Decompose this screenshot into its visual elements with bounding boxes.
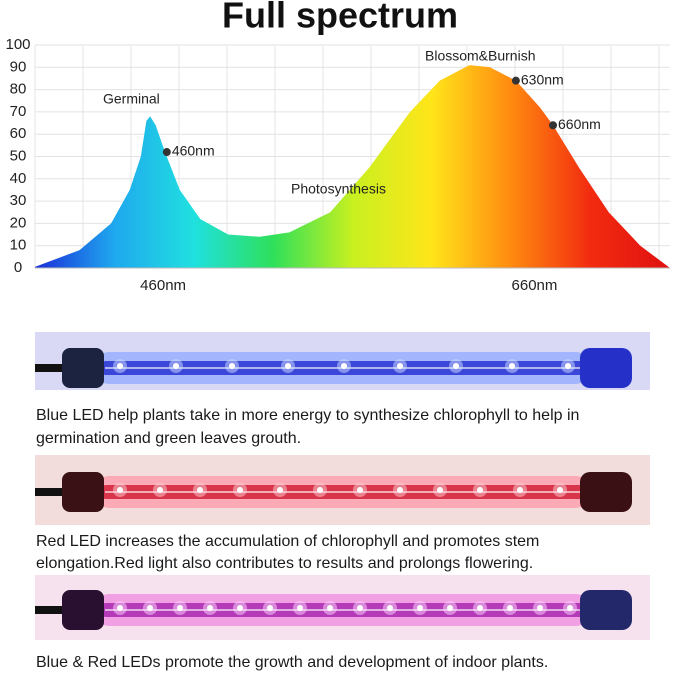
y-tick-label: 20 <box>10 214 27 231</box>
led <box>177 605 183 611</box>
point <box>549 121 558 130</box>
led <box>207 605 213 611</box>
led <box>357 487 363 493</box>
tube-stripe <box>105 609 580 611</box>
y-tick-label: 10 <box>10 237 27 254</box>
end-cap <box>62 348 104 388</box>
point-label: 460nm <box>172 143 215 159</box>
caption: germination and green leaves grouth. <box>36 430 301 447</box>
led <box>157 487 163 493</box>
end-cap <box>580 590 632 630</box>
led <box>297 605 303 611</box>
y-tick-label: 50 <box>10 147 27 164</box>
led <box>117 605 123 611</box>
point-label: 660nm <box>558 116 601 132</box>
caption: Blue LED help plants take in more energy… <box>36 407 579 424</box>
point-label: 630nm <box>521 71 564 87</box>
led <box>267 605 273 611</box>
end-cap <box>62 472 104 512</box>
cable <box>35 606 65 614</box>
led <box>197 487 203 493</box>
end-cap <box>62 590 104 630</box>
led <box>507 605 513 611</box>
annotation: Germinal <box>103 91 160 107</box>
led <box>477 605 483 611</box>
led <box>417 605 423 611</box>
y-tick-label: 80 <box>10 81 27 98</box>
end-cap <box>580 348 632 388</box>
y-tick-label: 40 <box>10 170 27 187</box>
y-tick-label: 60 <box>10 125 27 142</box>
annotation: Photosynthesis <box>291 181 386 197</box>
caption: elongation.Red light also contributes to… <box>36 555 533 572</box>
led <box>397 363 403 369</box>
spectrum-area <box>35 65 670 268</box>
led <box>477 487 483 493</box>
y-tick-label: 100 <box>5 36 30 53</box>
led <box>341 363 347 369</box>
led <box>237 487 243 493</box>
led <box>277 487 283 493</box>
led <box>327 605 333 611</box>
led <box>237 605 243 611</box>
caption: Red LED increases the accumulation of ch… <box>36 533 539 550</box>
chart: 0 10 20 30 40 50 60 70 80 90 100 460nm 660nm 460nm 630… <box>5 36 670 294</box>
x-tick-label: 460nm <box>140 277 186 294</box>
led <box>437 487 443 493</box>
led <box>567 605 573 611</box>
led <box>117 487 123 493</box>
panels <box>35 332 650 640</box>
cable <box>35 364 65 372</box>
led <box>537 605 543 611</box>
led <box>557 487 563 493</box>
y-tick-label: 0 <box>14 259 22 276</box>
led <box>453 363 459 369</box>
y-tick-label: 70 <box>10 103 27 120</box>
led <box>509 363 515 369</box>
led <box>317 487 323 493</box>
led <box>357 605 363 611</box>
y-tick-label: 90 <box>10 58 27 75</box>
tube-stripe <box>105 491 580 493</box>
end-cap <box>580 472 632 512</box>
x-tick-label: 660nm <box>512 277 558 294</box>
caption: Blue & Red LEDs promote the growth and d… <box>36 654 548 671</box>
led <box>229 363 235 369</box>
point <box>511 76 520 85</box>
led <box>397 487 403 493</box>
led <box>285 363 291 369</box>
y-tick-label: 30 <box>10 192 27 209</box>
led <box>565 363 571 369</box>
led <box>173 363 179 369</box>
led <box>147 605 153 611</box>
chart-title: Full spectrum <box>222 0 458 36</box>
led <box>517 487 523 493</box>
annotation: Blossom&Burnish <box>425 48 536 64</box>
point <box>162 148 171 157</box>
led <box>387 605 393 611</box>
led <box>447 605 453 611</box>
led <box>117 363 123 369</box>
cable <box>35 488 65 496</box>
